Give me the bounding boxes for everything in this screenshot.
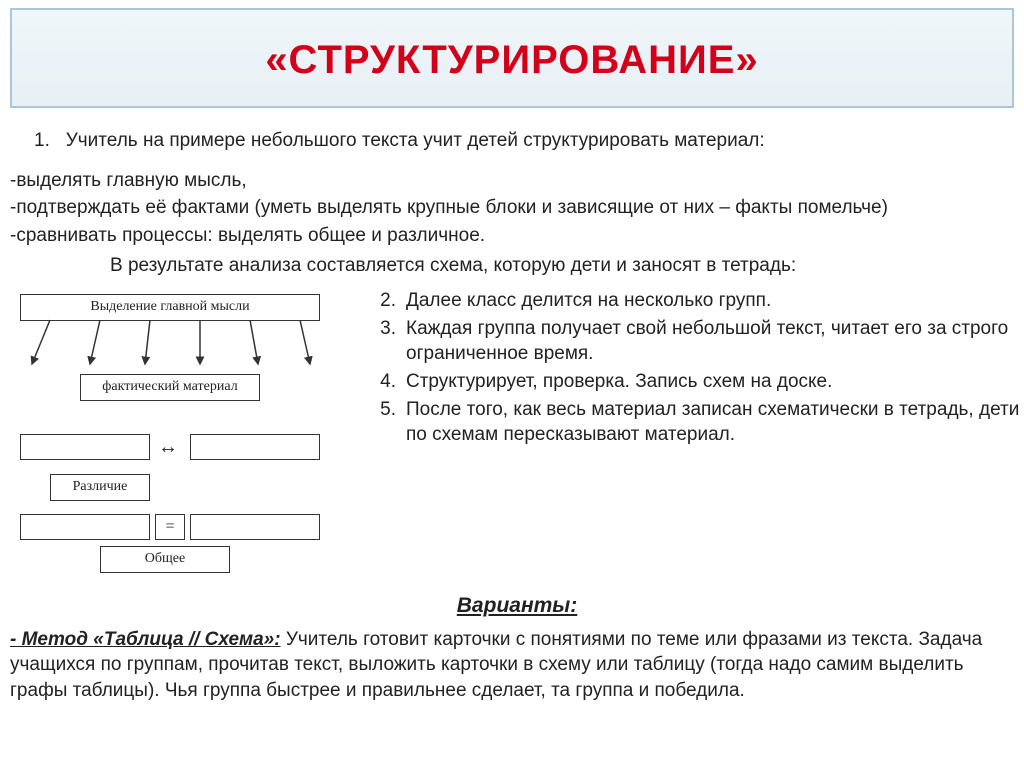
- step-item: 5. После того, как весь материал записан…: [368, 397, 1024, 448]
- step-number: 3.: [368, 316, 396, 367]
- step-text: Далее класс делится на несколько групп.: [406, 288, 1024, 314]
- diagram-box-eq-sign: =: [155, 514, 185, 540]
- step-text: Каждая группа получает свой небольшой те…: [406, 316, 1024, 367]
- diagram-box-common: Общее: [100, 546, 230, 573]
- step-number: 4.: [368, 369, 396, 395]
- intro-text: Учитель на примере небольшого текста учи…: [66, 130, 765, 151]
- content-area: 1. Учитель на примере небольшого текста …: [10, 120, 1024, 703]
- variant-lead: - Метод «Таблица // Схема»:: [10, 629, 281, 650]
- diagram-column: Выделение главной мысли фактический мате…: [10, 288, 360, 574]
- step-number: 5.: [368, 397, 396, 448]
- diagram-box-difference: Различие: [50, 474, 150, 501]
- step-text: После того, как весь материал записан сх…: [406, 397, 1024, 448]
- diagram-box-eq-right: [190, 514, 320, 540]
- step-text: Структурирует, проверка. Запись схем на …: [406, 369, 1024, 395]
- structure-diagram: Выделение главной мысли фактический мате…: [10, 294, 340, 574]
- diagram-box-compare-right: [190, 434, 320, 460]
- bullet-list: -выделять главную мысль, -подтверждать е…: [10, 168, 1024, 249]
- double-arrow-icon: ↔: [158, 434, 178, 461]
- step-item: 3. Каждая группа получает свой небольшой…: [368, 316, 1024, 367]
- bullet-item: -выделять главную мысль,: [10, 168, 1024, 194]
- mid-row: Выделение главной мысли фактический мате…: [10, 288, 1024, 574]
- variants-heading: Варианты:: [10, 592, 1024, 620]
- step-number: 2.: [368, 288, 396, 314]
- steps-column: 2. Далее класс делится на несколько груп…: [360, 288, 1024, 450]
- bullet-item: -сравнивать процессы: выделять общее и р…: [10, 223, 1024, 249]
- diagram-box-facts: фактический материал: [80, 374, 260, 401]
- step-item: 2. Далее класс делится на несколько груп…: [368, 288, 1024, 314]
- result-line: В результате анализа составляется схема,…: [110, 253, 1024, 279]
- title-frame: «СТРУКТУРИРОВАНИЕ»: [10, 8, 1014, 108]
- intro-line: 1. Учитель на примере небольшого текста …: [34, 128, 1024, 154]
- diagram-box-eq-left: [20, 514, 150, 540]
- intro-number: 1.: [34, 130, 50, 151]
- diagram-arrows-down: [10, 294, 340, 384]
- bullet-item: -подтверждать её фактами (уметь выделять…: [10, 195, 1024, 221]
- variant-paragraph: - Метод «Таблица // Схема»: Учитель гото…: [10, 627, 1024, 704]
- step-item: 4. Структурирует, проверка. Запись схем …: [368, 369, 1024, 395]
- diagram-box-compare-left: [20, 434, 150, 460]
- page-title: «СТРУКТУРИРОВАНИЕ»: [12, 10, 1012, 83]
